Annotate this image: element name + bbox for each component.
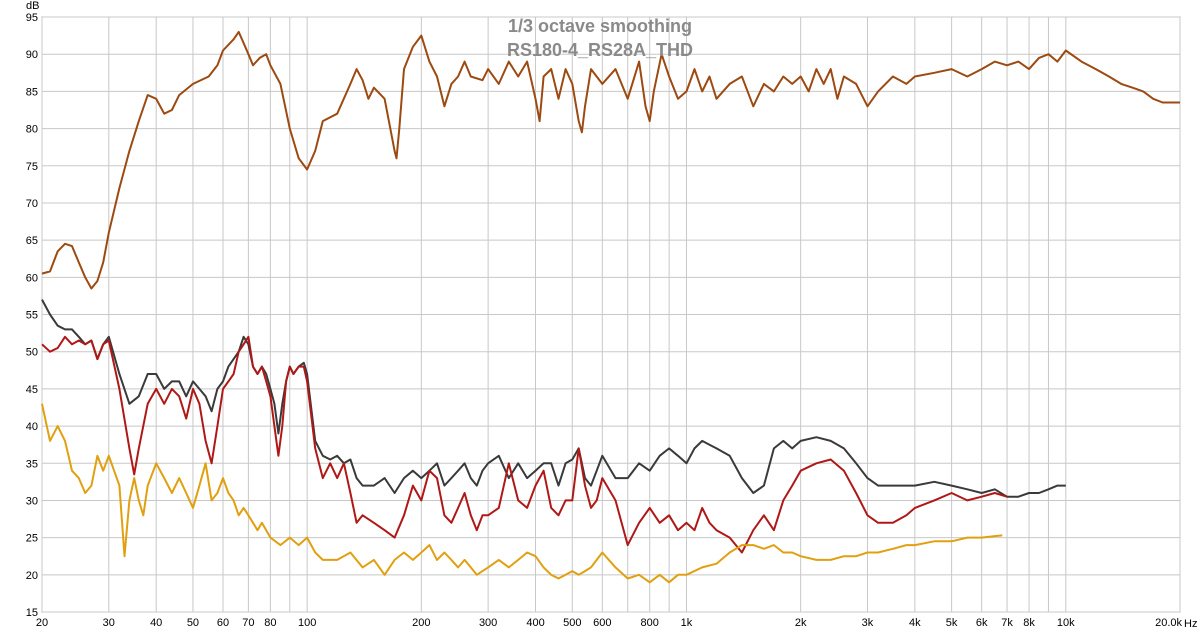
y-tick-label: 50 [26,347,38,359]
x-tick-label: 30 [103,617,115,629]
y-tick-label: 70 [26,198,38,210]
y-tick-label: 85 [26,86,38,98]
y-tick-label: 20 [26,570,38,582]
x-tick-label: 300 [479,617,497,629]
y-tick-label: 45 [26,384,38,396]
chart-title: 1/3 octave smoothing [508,16,692,36]
y-tick-label: 60 [26,272,38,284]
y-tick-label: 80 [26,124,38,136]
x-tick-label: 5k [946,617,958,629]
x-tick-label: 1k [681,617,693,629]
x-tick-label: 100 [298,617,316,629]
x-tick-label: 3k [862,617,874,629]
x-tick-label: 600 [593,617,611,629]
x-tick-label: 10k [1057,617,1075,629]
x-tick-label: 20 [36,617,48,629]
y-tick-label: 30 [26,495,38,507]
x-tick-label: 60 [217,617,229,629]
x-tick-label: 8k [1023,617,1035,629]
x-tick-label: 40 [150,617,162,629]
y-tick-label: 25 [26,533,38,545]
y-tick-label: 40 [26,421,38,433]
series-line-2 [41,299,1066,498]
chart-subtitle: RS180-4_RS28A_THD [507,40,693,60]
x-tick-label: 80 [264,617,276,629]
y-axis-ticks: 15 20 25 30 35 40 45 50 55 60 65 70 75 80 85 90 95 [26,12,38,619]
series-line-4 [41,403,1003,584]
x-tick-label: 6k [976,617,988,629]
x-tick-label: 50 [187,617,199,629]
series-group [41,30,1180,584]
x-tick-label: 200 [412,617,430,629]
series-line-3 [41,335,1008,554]
x-axis-ticks: 20 30 40 50 60 70 80 100 200 300 400 500 600 800 1k 2k 3… [36,617,1183,629]
x-tick-label: 4k [909,617,921,629]
x-tick-label: 800 [641,617,659,629]
y-axis-label: dB [26,0,39,12]
y-tick-label: 15 [26,607,38,619]
x-tick-label: 20.0k [1155,617,1182,629]
y-tick-label: 90 [26,49,38,61]
x-tick-label: 500 [563,617,581,629]
grid [41,16,1181,613]
x-tick-label: 2k [795,617,807,629]
y-tick-label: 35 [26,458,38,470]
y-tick-label: 65 [26,235,38,247]
x-tick-label: 7k [1001,617,1013,629]
y-tick-label: 95 [26,12,38,24]
x-tick-label: 70 [242,617,254,629]
y-tick-label: 55 [26,310,38,322]
series-line-1 [41,30,1180,290]
y-tick-label: 75 [26,161,38,173]
x-tick-label: 400 [526,617,544,629]
x-axis-unit: Hz [1184,618,1197,630]
